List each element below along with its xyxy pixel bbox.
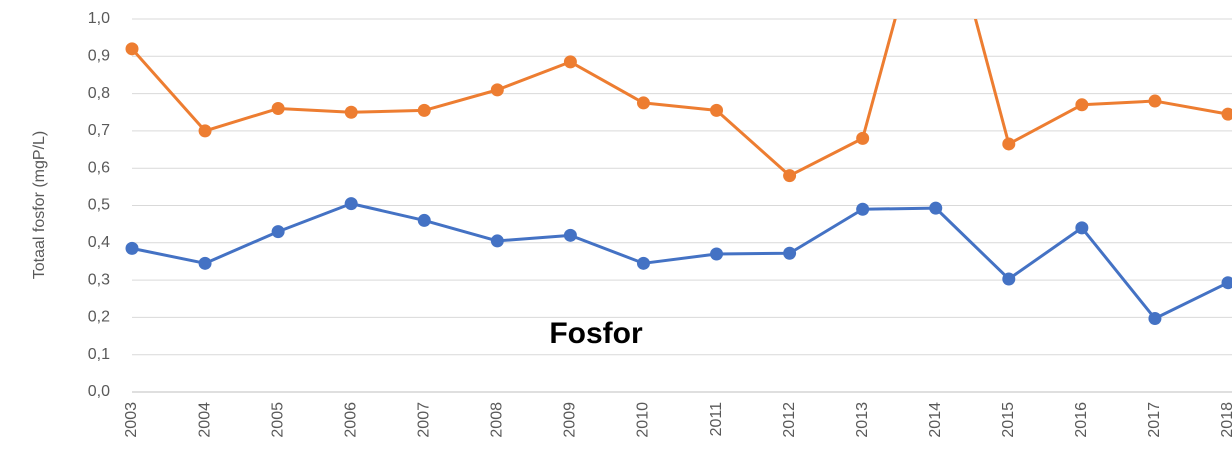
series-line	[130, 19, 1229, 178]
x-tick-label: 2009	[562, 402, 579, 438]
data-point	[710, 103, 724, 117]
data-point	[636, 96, 650, 110]
data-point	[929, 201, 943, 215]
data-point	[271, 225, 285, 239]
data-point	[563, 228, 577, 242]
data-point	[490, 83, 504, 97]
x-tick-label: 2003	[123, 402, 140, 438]
x-tick-label: 2007	[415, 402, 432, 438]
data-point	[1002, 137, 1016, 151]
data-point	[1221, 107, 1232, 121]
x-tick-label: 2004	[196, 402, 213, 438]
y-tick-label: 0,4	[88, 234, 110, 251]
y-tick-label: 0,5	[88, 197, 110, 214]
x-tick-label: 2018	[1219, 402, 1232, 438]
data-point	[1075, 98, 1089, 112]
x-tick-label: 2017	[1146, 402, 1163, 438]
x-tick-label: 2006	[342, 402, 359, 438]
y-tick-label: 0,7	[88, 122, 110, 139]
data-point	[417, 213, 431, 227]
chart-title: Fosfor	[549, 317, 643, 350]
x-tick-label: 2015	[1000, 402, 1017, 438]
data-point	[198, 256, 212, 270]
y-tick-label: 0,9	[88, 48, 110, 65]
data-point	[1002, 272, 1016, 286]
x-tick-label: 2016	[1073, 402, 1090, 438]
y-tick-label: 0,2	[88, 309, 110, 326]
data-point	[125, 42, 139, 56]
y-tick-label: 0,3	[88, 271, 110, 288]
series-line	[131, 202, 1229, 321]
data-point	[271, 102, 285, 116]
y-axis-label: Totaal fosfor (mgP/L)	[31, 131, 48, 280]
data-point	[344, 105, 358, 119]
y-tick-label: 1,0	[88, 10, 110, 27]
data-point	[1148, 94, 1162, 108]
data-point	[1221, 276, 1232, 290]
plot-area	[125, 19, 1232, 326]
data-point	[710, 247, 724, 261]
data-point	[636, 256, 650, 270]
y-tick-label: 0,1	[88, 346, 110, 363]
data-point	[198, 124, 212, 138]
y-tick-label: 0,0	[88, 383, 110, 400]
x-tick-label: 2010	[635, 402, 652, 438]
data-point	[344, 197, 358, 211]
y-tick-label: 0,8	[88, 85, 110, 102]
x-tick-label: 2011	[708, 402, 725, 437]
data-point	[1148, 312, 1162, 326]
data-point	[783, 169, 797, 183]
x-tick-label: 2005	[269, 402, 286, 438]
data-point	[563, 55, 577, 69]
data-point	[856, 202, 870, 216]
data-point	[490, 234, 504, 248]
data-point	[417, 103, 431, 117]
data-point	[783, 246, 797, 260]
x-tick-label: 2012	[781, 402, 798, 438]
data-point	[125, 241, 139, 255]
x-tick-label: 2014	[927, 402, 944, 438]
data-point	[856, 131, 870, 145]
data-point	[1075, 221, 1089, 235]
x-tick-label: 2013	[854, 402, 871, 438]
x-tick-label: 2008	[489, 402, 506, 438]
y-tick-label: 0,6	[88, 159, 110, 176]
